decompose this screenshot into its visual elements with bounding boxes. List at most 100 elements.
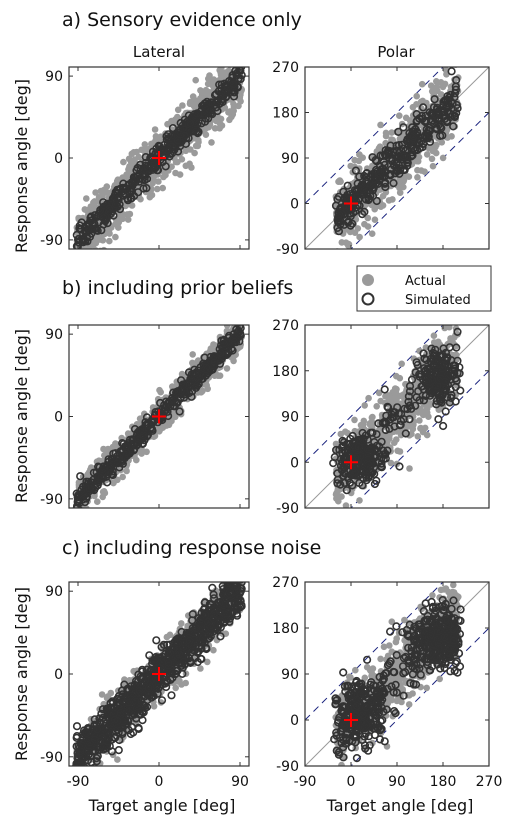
actual-point: [238, 50, 245, 57]
actual-point: [410, 408, 418, 416]
simulated-point: [420, 117, 429, 126]
simulated-point: [79, 238, 88, 247]
actual-point: [172, 158, 180, 166]
simulated-point: [436, 131, 445, 140]
simulated-point: [419, 349, 428, 358]
actual-point: [211, 125, 219, 132]
actual-point: [392, 388, 400, 395]
simulated-point: [156, 398, 165, 408]
simulated-point: [99, 198, 108, 207]
simulated-point: [372, 165, 381, 175]
simulated-point: [360, 207, 369, 216]
simulated-point: [398, 140, 407, 149]
simulated-point: [97, 473, 106, 482]
simulated-point: [334, 210, 344, 219]
actual-point: [423, 409, 430, 416]
simulated-point: [115, 463, 124, 472]
simulated-point: [368, 153, 377, 162]
simulated-point: [445, 398, 454, 407]
actual-point: [429, 162, 437, 170]
simulated-point: [407, 375, 417, 384]
simulated-point: [348, 468, 358, 477]
simulated-point: [109, 449, 118, 458]
actual-point: [172, 169, 179, 177]
actual-point: [235, 60, 242, 67]
simulated-point: [330, 453, 339, 462]
simulated-point: [437, 398, 446, 407]
simulated-point: [111, 200, 120, 209]
simulated-point: [422, 133, 431, 142]
simulated-point: [191, 368, 200, 378]
simulated-point: [439, 421, 448, 431]
actual-point: [141, 410, 148, 418]
simulated-point: [229, 92, 239, 101]
simulated-point: [427, 108, 437, 118]
actual-point: [82, 262, 89, 269]
simulated-point: [140, 176, 149, 185]
simulated-point: [412, 358, 421, 367]
simulated-point: [393, 167, 402, 176]
simulated-point: [427, 344, 436, 353]
simulated-point: [420, 364, 429, 373]
simulated-point: [441, 407, 450, 416]
plot-area: [305, 325, 489, 522]
simulated-point: [381, 419, 390, 428]
actual-point: [83, 195, 90, 202]
simulated-point: [447, 67, 456, 76]
simulated-point: [173, 398, 182, 407]
col-title-lateral: Lateral: [133, 43, 185, 61]
simulated-point: [405, 415, 414, 424]
simulated-point: [438, 350, 447, 359]
actual-point: [233, 67, 237, 68]
simulated-point: [142, 413, 152, 422]
actual-point: [75, 512, 82, 519]
simulated-point: [210, 357, 219, 367]
actual-point: [191, 149, 198, 157]
y-tick-label: 90: [45, 69, 63, 85]
plot-area: [305, 67, 489, 249]
simulated-point: [344, 474, 353, 483]
simulated-point: [444, 93, 454, 102]
simulated-point: [451, 85, 461, 94]
simulated-point: [359, 474, 368, 483]
simulated-point: [368, 428, 377, 437]
actual-point: [400, 183, 407, 191]
y-tick-label: -90: [276, 242, 299, 258]
actual-point: [335, 497, 342, 505]
actual-point: [368, 230, 376, 237]
simulated-point: [388, 413, 397, 422]
simulated-point: [400, 165, 409, 174]
actual-point: [96, 236, 104, 243]
simulated-point: [73, 250, 80, 257]
actual-point: [87, 252, 94, 259]
actual-point: [433, 83, 441, 91]
ylabel-row-a: Response angle [deg]: [12, 79, 31, 253]
simulated-point: [351, 443, 360, 452]
simulated-point: [388, 155, 397, 164]
actual-point: [238, 304, 245, 311]
actual-point: [92, 189, 99, 196]
simulated-point: [148, 165, 157, 174]
actual-point: [141, 141, 149, 148]
actual-point: [338, 493, 345, 500]
simulated-point: [220, 79, 229, 88]
simulated-point: [393, 403, 402, 412]
simulated-point: [420, 367, 430, 376]
actual-point: [356, 497, 363, 504]
simulated-point: [387, 410, 396, 419]
simulated-point: [236, 74, 245, 84]
y-tick-label: -90: [40, 492, 63, 508]
simulated-point: [433, 114, 442, 124]
simulated-point: [217, 96, 226, 106]
simulated-point: [395, 462, 404, 471]
simulated-point: [450, 366, 459, 375]
simulated-point: [177, 376, 186, 385]
actual-point: [335, 515, 342, 522]
simulated-point: [132, 172, 141, 181]
actual-point: [123, 211, 131, 218]
simulated-point: [139, 184, 148, 193]
simulated-point: [432, 125, 442, 134]
simulated-point: [76, 472, 85, 481]
